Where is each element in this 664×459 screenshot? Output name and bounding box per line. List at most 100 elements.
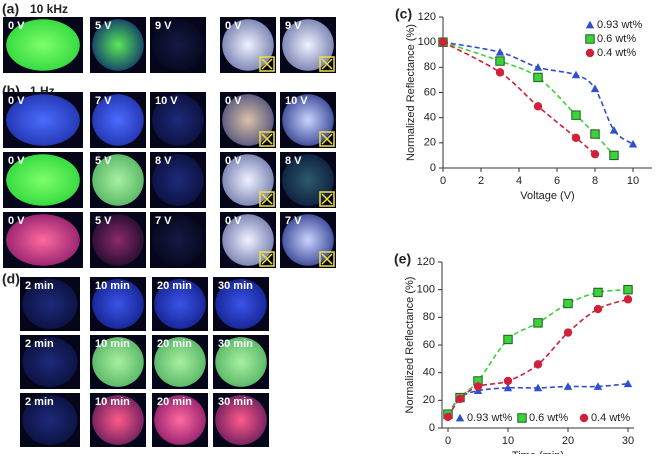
photo-sample bbox=[92, 337, 144, 387]
marker bbox=[503, 376, 513, 386]
y-tick-label: 120 bbox=[417, 256, 435, 268]
polarizer-icon bbox=[319, 131, 335, 147]
photo-caption: 20 min bbox=[157, 396, 192, 408]
x-tick-label: 20 bbox=[562, 435, 574, 447]
photo-sample bbox=[6, 94, 80, 146]
x-tick-label: 0 bbox=[440, 175, 446, 187]
photo-caption: 10 min bbox=[95, 396, 130, 408]
polarizer-icon bbox=[319, 56, 335, 72]
panel-label: (a) bbox=[2, 1, 19, 17]
photo-sample bbox=[215, 395, 267, 445]
photo-sample bbox=[92, 94, 144, 146]
photo-caption: 10 min bbox=[95, 280, 130, 292]
legend-marker bbox=[585, 48, 595, 58]
marker bbox=[533, 72, 543, 83]
marker bbox=[563, 382, 573, 390]
polarizer-icon bbox=[319, 191, 335, 207]
y-tick-label: 0 bbox=[429, 422, 435, 434]
photo-caption: 30 min bbox=[218, 396, 253, 408]
polarizer-cross bbox=[321, 253, 333, 265]
x-tick-label: 30 bbox=[622, 435, 634, 447]
photo-caption: 8 V bbox=[285, 155, 302, 167]
legend-label: 0.6 wt% bbox=[597, 33, 636, 45]
photo-sample bbox=[222, 94, 274, 146]
photo-caption: 0 V bbox=[225, 215, 242, 227]
photo-sample bbox=[215, 337, 267, 387]
y-tick-label: 20 bbox=[424, 137, 436, 149]
polarizer-cross bbox=[261, 253, 273, 265]
photo-caption: 7 V bbox=[155, 215, 172, 227]
photo-sample bbox=[154, 279, 206, 329]
photo-caption: 5 V bbox=[95, 155, 112, 167]
polarizer-cross bbox=[321, 193, 333, 205]
photo-caption: 8 V bbox=[155, 155, 172, 167]
marker bbox=[503, 334, 513, 345]
y-tick-label: 40 bbox=[424, 112, 436, 124]
x-tick-label: 4 bbox=[516, 175, 522, 187]
marker bbox=[623, 284, 633, 295]
marker bbox=[533, 383, 543, 392]
legend-marker bbox=[517, 413, 527, 423]
marker bbox=[628, 139, 638, 148]
marker bbox=[609, 126, 619, 134]
panel-label: (e) bbox=[394, 251, 411, 267]
x-tick-label: 8 bbox=[592, 175, 598, 187]
photo-caption: 2 min bbox=[25, 396, 54, 408]
x-tick-label: 6 bbox=[554, 175, 560, 187]
panel-label: (c) bbox=[395, 6, 412, 22]
photo-sample bbox=[22, 279, 78, 329]
photo-sample bbox=[222, 214, 274, 266]
photo-caption: 20 min bbox=[157, 280, 192, 292]
legend-label: 0.93 wt% bbox=[467, 412, 512, 424]
photo-sample bbox=[92, 19, 144, 71]
fit-curve bbox=[447, 298, 629, 418]
x-tick-label: 0 bbox=[445, 435, 451, 447]
marker bbox=[495, 68, 505, 77]
marker bbox=[533, 63, 543, 71]
marker bbox=[593, 382, 603, 390]
marker bbox=[533, 102, 543, 111]
photo-sample bbox=[22, 395, 78, 445]
marker bbox=[495, 56, 505, 66]
polarizer-cross bbox=[321, 133, 333, 145]
polarizer-cross bbox=[261, 58, 273, 70]
photo-sample bbox=[152, 214, 204, 266]
marker bbox=[609, 150, 619, 161]
marker bbox=[590, 84, 600, 93]
y-axis-title: Normalized Reflectance (%) bbox=[405, 24, 417, 161]
photo-sample bbox=[154, 395, 206, 445]
legend-label: 0.6 wt% bbox=[529, 412, 568, 424]
photo-sample bbox=[92, 214, 144, 266]
photo-caption: 0 V bbox=[8, 20, 25, 32]
y-tick-label: 40 bbox=[423, 367, 435, 379]
photo-sample bbox=[282, 154, 334, 206]
marker bbox=[563, 328, 573, 337]
y-tick-label: 60 bbox=[424, 86, 436, 98]
photo-caption: 0 V bbox=[225, 20, 242, 32]
photo-sample bbox=[22, 337, 78, 387]
legend-label: 0.93 wt% bbox=[597, 19, 642, 31]
y-axis-title: Normalized Reflectance (%) bbox=[404, 277, 416, 414]
y-tick-label: 120 bbox=[418, 11, 436, 23]
legend-label: 0.4 wt% bbox=[597, 47, 636, 59]
photo-sample bbox=[282, 19, 334, 71]
polarizer-icon bbox=[259, 131, 275, 147]
marker bbox=[438, 37, 448, 47]
photo-caption: 9 V bbox=[155, 20, 172, 32]
photo-sample bbox=[152, 154, 204, 206]
photo-caption: 0 V bbox=[225, 95, 242, 107]
fit-curve bbox=[442, 41, 615, 156]
marker bbox=[473, 382, 483, 391]
marker bbox=[533, 360, 543, 369]
x-tick-label: 10 bbox=[502, 435, 514, 447]
y-tick-label: 80 bbox=[424, 61, 436, 73]
polarizer-cross bbox=[261, 193, 273, 205]
marker bbox=[503, 383, 513, 392]
legend-marker bbox=[579, 413, 589, 423]
photo-caption: 2 min bbox=[25, 338, 54, 350]
photo-caption: 5 V bbox=[95, 20, 112, 32]
photo-caption: 9 V bbox=[285, 20, 302, 32]
x-tick-label: 2 bbox=[478, 175, 484, 187]
x-axis-title: Voltage (V) bbox=[520, 190, 574, 202]
photo-sample bbox=[222, 19, 274, 71]
